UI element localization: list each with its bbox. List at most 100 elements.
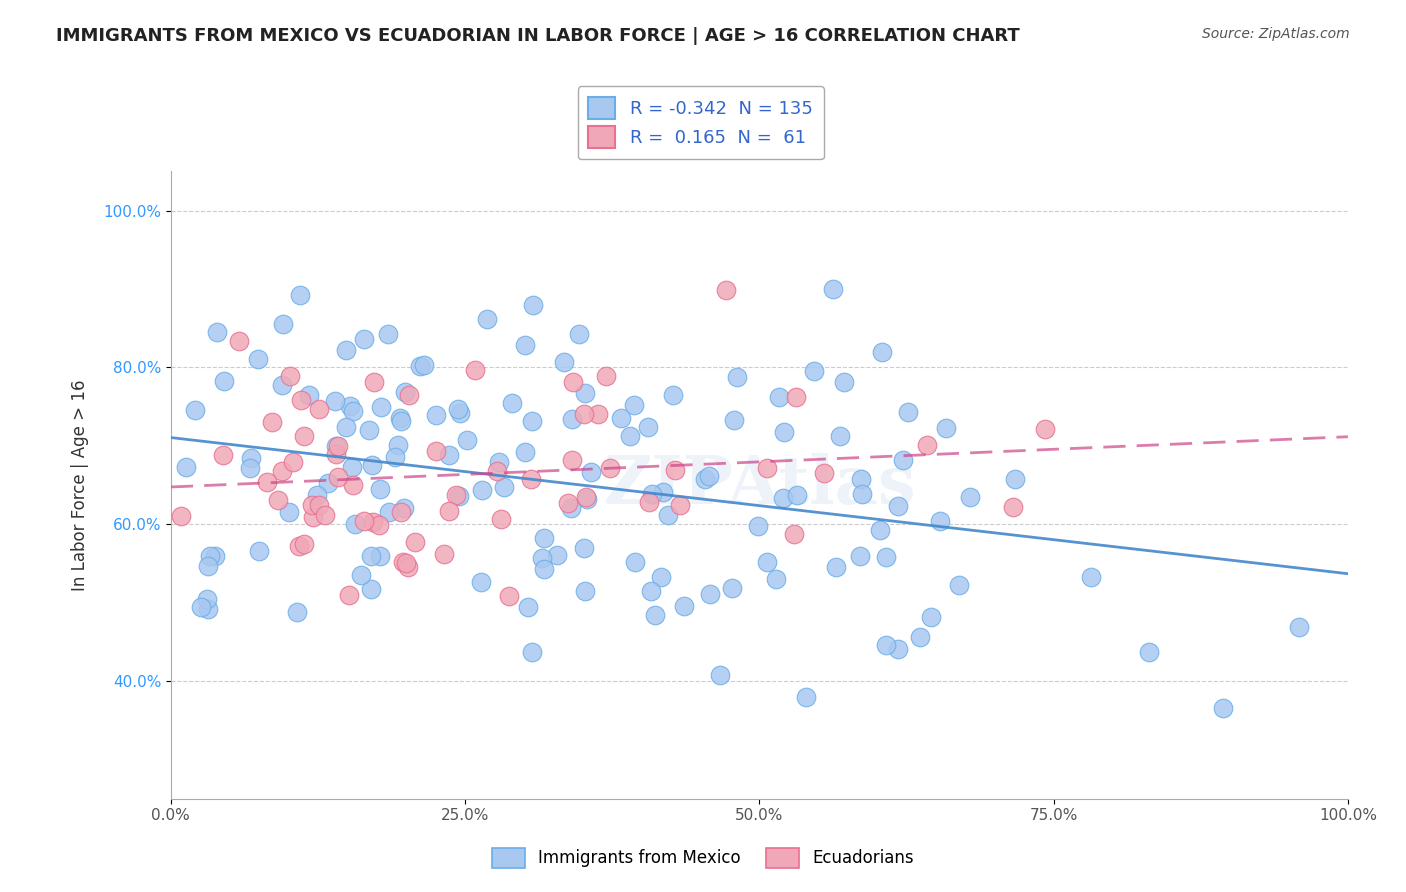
Point [360, 458, 382, 472]
Point [672, 599, 695, 613]
Point [447, 401, 470, 416]
Point [599, 460, 621, 475]
Point [360, 582, 382, 597]
Point [326, 439, 349, 453]
Point [174, 459, 197, 474]
Point [278, 505, 301, 519]
Point [697, 468, 720, 483]
Point [389, 414, 412, 428]
Point [557, 496, 579, 510]
Point [301, 498, 323, 512]
Point [637, 494, 659, 508]
Point [897, 405, 920, 419]
Point [875, 638, 897, 652]
Point [519, 472, 541, 486]
Point [821, 282, 844, 296]
Point [561, 453, 583, 467]
Point [197, 601, 219, 615]
Point [935, 421, 957, 435]
Point [574, 584, 596, 599]
Text: ZIPAtlas: ZIPAtlas [603, 452, 915, 517]
Point [887, 500, 910, 514]
Point [449, 406, 471, 420]
Point [288, 539, 311, 553]
Point [662, 388, 685, 402]
Point [664, 463, 686, 477]
Point [342, 404, 364, 418]
Point [325, 447, 347, 461]
Point [668, 498, 690, 512]
Point [699, 587, 721, 601]
Point [1033, 422, 1056, 436]
Point [246, 352, 269, 367]
Point [350, 567, 373, 582]
Point [470, 574, 492, 589]
Point [572, 407, 595, 421]
Point [413, 358, 436, 372]
Point [290, 392, 312, 407]
Point [394, 384, 416, 399]
Point [471, 483, 494, 497]
Point [212, 375, 235, 389]
Point [342, 460, 364, 475]
Point [378, 504, 401, 518]
Point [363, 375, 385, 389]
Point [1001, 500, 1024, 514]
Point [271, 377, 294, 392]
Text: Source: ZipAtlas.com: Source: ZipAtlas.com [1202, 27, 1350, 41]
Point [384, 450, 406, 465]
Point [513, 338, 536, 352]
Point [360, 549, 382, 564]
Point [772, 425, 794, 439]
Point [464, 363, 486, 377]
Point [825, 560, 848, 574]
Point [370, 549, 392, 563]
Point [910, 630, 932, 644]
Point [389, 505, 412, 519]
Point [308, 498, 330, 512]
Point [280, 369, 302, 384]
Point [488, 455, 510, 469]
Point [260, 415, 283, 429]
Point [256, 475, 278, 489]
Point [377, 327, 399, 342]
Point [623, 398, 645, 412]
Point [652, 484, 675, 499]
Y-axis label: In Labor Force | Age > 16: In Labor Force | Age > 16 [72, 379, 89, 591]
Point [475, 311, 498, 326]
Point [368, 482, 391, 496]
Point [489, 512, 512, 526]
Point [849, 549, 872, 563]
Point [323, 393, 346, 408]
Point [1212, 701, 1234, 715]
Point [1288, 620, 1310, 634]
Point [624, 555, 647, 569]
Point [576, 492, 599, 507]
Point [297, 388, 319, 402]
Point [531, 550, 554, 565]
Point [948, 578, 970, 592]
Point [335, 343, 357, 358]
Legend: R = -0.342  N = 135, R =  0.165  N =  61: R = -0.342 N = 135, R = 0.165 N = 61 [578, 87, 824, 160]
Point [849, 472, 872, 486]
Point [353, 332, 375, 346]
Point [832, 375, 855, 389]
Point [644, 608, 666, 623]
Point [404, 534, 426, 549]
Point [337, 588, 360, 602]
Point [768, 390, 790, 404]
Point [240, 450, 263, 465]
Point [437, 504, 460, 518]
Point [657, 508, 679, 523]
Point [533, 531, 555, 545]
Point [197, 558, 219, 573]
Point [292, 429, 315, 443]
Point [725, 369, 748, 384]
Point [1137, 644, 1160, 658]
Point [501, 396, 523, 410]
Point [959, 490, 981, 504]
Point [326, 469, 349, 483]
Point [637, 420, 659, 434]
Point [695, 472, 717, 486]
Point [869, 523, 891, 537]
